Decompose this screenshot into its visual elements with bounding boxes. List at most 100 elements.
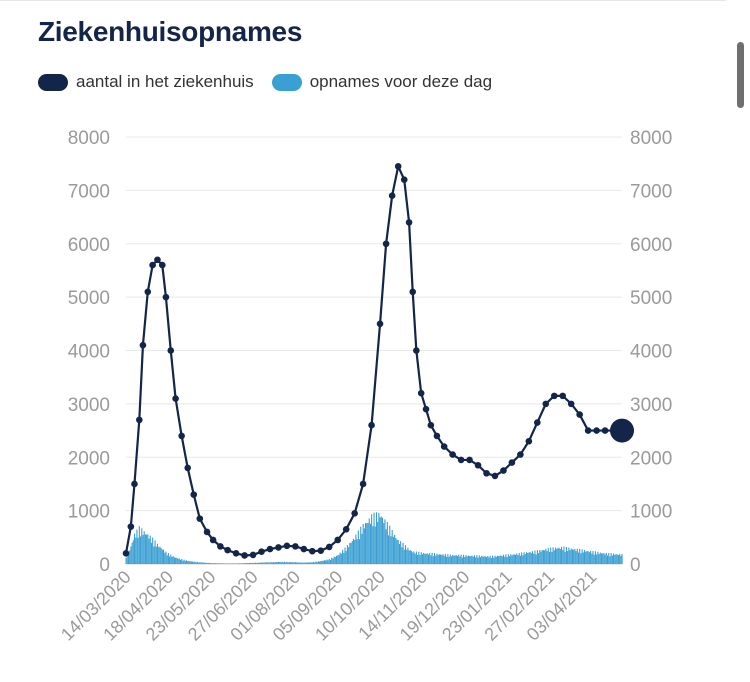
bar-opnames [407,547,409,564]
bar-opnames [328,558,330,564]
bar-opnames [279,561,281,564]
bar-opnames [257,562,259,564]
bar-opnames [539,549,541,564]
bar-opnames [599,552,601,564]
bar-opnames [360,526,362,564]
bar-opnames [446,556,448,564]
bar-opnames [592,550,594,564]
y-tick-label-left: 2000 [68,448,110,469]
bar-opnames [529,551,531,564]
legend-item-opnames[interactable]: opnames voor deze dag [271,72,492,92]
bar-opnames [245,563,247,564]
y-tick-label-left: 3000 [68,395,110,416]
bar-opnames [568,547,570,564]
bar-opnames [361,533,363,564]
bar-opnames [613,553,615,564]
data-point [474,461,482,469]
bar-opnames [286,561,288,564]
bar-opnames [256,563,258,564]
bar-opnames [276,562,278,564]
data-point [127,523,135,530]
bar-opnames [212,563,214,564]
bar-opnames [398,543,401,564]
data-point [122,550,130,557]
bar-opnames [144,534,146,564]
data-point [359,480,367,488]
data-point [224,546,231,554]
bar-opnames [510,554,512,564]
bar-opnames [466,556,468,564]
data-point [388,192,396,200]
scrollbar[interactable] [737,42,744,108]
legend: aantal in het ziekenhuis opnames voor de… [38,72,492,92]
data-point [309,547,316,555]
bar-opnames [437,554,439,564]
legend-item-aantal[interactable]: aantal in het ziekenhuis [38,72,254,92]
bar-opnames [502,554,505,564]
legend-label-aantal: aantal in het ziekenhuis [76,72,254,91]
y-tick-label-right: 8000 [630,128,672,149]
bar-opnames [533,553,535,564]
bar-opnames [184,560,186,564]
grid-lines [126,136,622,565]
bar-opnames [431,552,433,564]
bar-opnames [547,548,549,564]
bar-opnames [482,556,484,564]
bar-opnames [476,555,478,564]
bar-opnames [417,555,419,564]
bar-opnames [524,554,526,564]
bar-opnames [511,555,513,564]
bar-opnames [166,555,168,564]
bar-opnames [602,553,604,564]
data-point [131,480,138,488]
bar-opnames [588,552,590,564]
bar-opnames [402,542,404,564]
bar-opnames [605,552,607,564]
bar-opnames [339,552,341,564]
bar-opnames [469,556,471,564]
bar-opnames [591,553,593,564]
bar-opnames [141,528,143,564]
bar-opnames [356,539,358,564]
y-tick-label-left: 6000 [68,235,110,256]
bar-opnames [597,551,599,564]
bar-opnames [176,557,178,564]
bar-opnames [367,522,369,564]
bar-opnames [458,554,460,564]
bar-opnames [335,555,338,564]
y-tick-label-left: 5000 [68,288,110,309]
data-point [249,551,257,559]
bar-opnames [146,534,148,564]
bar-opnames [418,551,420,564]
bar-opnames [216,563,218,564]
data-point [376,320,384,328]
data-point [167,347,175,354]
bar-opnames [308,562,310,564]
bar-opnames [499,555,501,564]
data-point [593,427,600,434]
bar-opnames [369,523,371,564]
bar-opnames [215,563,217,564]
bar-opnames [290,562,292,564]
legend-swatch-aantal [38,73,68,91]
bar-opnames [204,562,206,564]
bar-opnames [523,552,525,564]
bar-opnames [484,556,486,564]
bar-opnames [419,554,421,564]
bar-opnames [384,519,386,564]
bar-opnames [552,547,554,564]
bar-opnames [408,550,410,564]
bar-opnames [218,563,220,564]
bar-opnames [298,562,300,564]
bar-opnames [154,540,156,564]
bar-opnames [183,559,185,564]
data-point [283,542,291,550]
bar-opnames [283,561,286,564]
bar-opnames [299,562,301,564]
bar-opnames [403,549,405,564]
bar-opnames [447,554,449,564]
bar-opnames [443,555,445,564]
series-line-aantal [124,162,622,557]
bar-opnames [155,546,157,564]
bar-opnames [285,562,287,564]
